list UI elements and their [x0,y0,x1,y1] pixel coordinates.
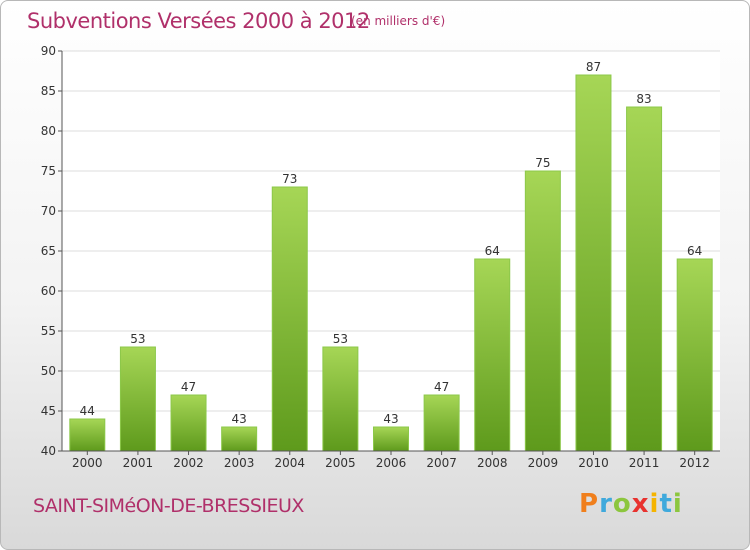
x-tick-label: 2005 [325,456,356,470]
y-tick-label: 90 [41,44,56,58]
commune-name: SAINT-SIMéON-DE-BRESSIEUX [33,495,304,517]
proxiti-logo: Proxiti [579,489,683,519]
x-tick-label: 2010 [578,456,609,470]
logo-letter: x [631,489,650,519]
y-tick-label: 80 [41,124,56,138]
y-tick-label: 55 [41,324,56,338]
x-tick-label: 2003 [224,456,255,470]
bar-value-label: 87 [586,60,601,74]
x-tick-label: 2001 [123,456,154,470]
y-tick-label: 75 [41,164,56,178]
y-tick-label: 60 [41,284,56,298]
bar [271,186,308,452]
bar-value-label: 75 [535,156,550,170]
bar-value-label: 64 [485,244,500,258]
bar-value-label: 43 [383,412,398,426]
x-tick-label: 2009 [528,456,559,470]
bar [119,346,156,452]
bar-value-label: 73 [282,172,297,186]
bar [373,426,409,452]
bar-value-label: 47 [434,380,449,394]
bar [423,394,460,452]
bar [626,106,663,452]
logo-letter: i [649,489,660,519]
bar [676,258,713,452]
x-tick-label: 2008 [477,456,508,470]
bar-value-label: 53 [130,332,145,346]
logo-letter: r [599,489,613,519]
bar [524,170,561,452]
x-tick-label: 2006 [376,456,407,470]
y-tick-label: 85 [41,84,56,98]
x-tick-label: 2000 [72,456,103,470]
bar-value-label: 47 [181,380,196,394]
bar [575,74,612,452]
x-tick-label: 2011 [629,456,660,470]
bar [221,426,258,452]
bar-value-label: 43 [232,412,247,426]
chart-title: Subventions Versées 2000 à 2012 [27,9,370,33]
y-tick-label: 45 [41,404,56,418]
x-tick-label: 2007 [426,456,457,470]
logo-letter: o [612,489,632,519]
bar-value-label: 53 [333,332,348,346]
bar [322,346,359,452]
y-tick-label: 65 [41,244,56,258]
logo-letter: i [672,489,683,519]
x-tick-label: 2004 [274,456,305,470]
bar [69,418,106,452]
x-tick-label: 2002 [173,456,204,470]
y-tick-label: 40 [41,444,56,458]
bar-value-label: 44 [80,404,95,418]
bar-value-label: 83 [636,92,651,106]
bar [170,394,207,452]
y-tick-label: 50 [41,364,56,378]
bar [474,258,511,452]
logo-letter: t [659,489,673,519]
y-tick-label: 70 [41,204,56,218]
chart-unit: (en milliers d'€) [351,14,446,28]
logo-letter: P [579,489,600,519]
x-tick-label: 2012 [679,456,710,470]
bar-value-label: 64 [687,244,702,258]
